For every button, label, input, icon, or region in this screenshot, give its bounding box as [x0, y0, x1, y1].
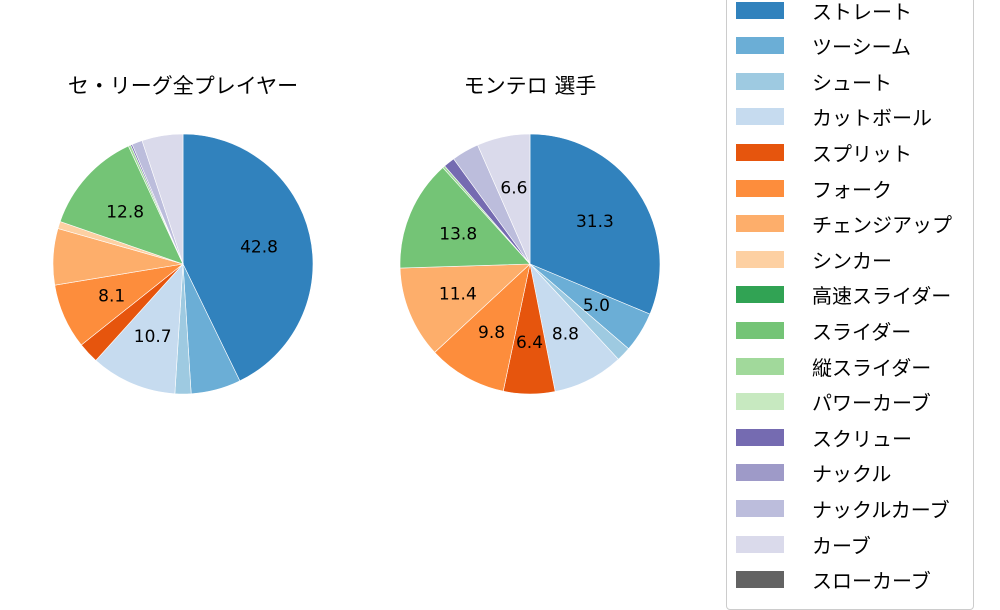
slice-value-label: 6.4: [516, 333, 543, 353]
legend-label: ナックル: [812, 462, 892, 487]
legend-label: ナックルカーブ: [812, 497, 950, 522]
pie-slice: [95, 263, 184, 395]
legend-label: カットボール: [812, 106, 932, 131]
legend-item: スローカーブ: [736, 565, 931, 595]
pie-slice: [434, 263, 531, 392]
slice-value-label: 9.8: [478, 323, 505, 343]
legend-item: スクリュー: [736, 422, 912, 452]
legend-item: フォーク: [736, 173, 892, 203]
pie-slice: [141, 133, 184, 265]
slice-value-label: 10.7: [134, 327, 172, 347]
legend-swatch-icon: [736, 464, 784, 482]
legend-swatch-icon: [736, 250, 784, 268]
slice-value-label: 13.8: [439, 224, 477, 244]
legend-label: スプリット: [812, 141, 912, 166]
slice-value-label: 6.6: [500, 179, 527, 199]
legend-label: フォーク: [812, 177, 892, 202]
slice-value-label: 31.3: [576, 212, 614, 232]
legend-label: スライダー: [812, 319, 912, 344]
legend-swatch-icon: [736, 1, 784, 19]
pie-slice: [182, 133, 314, 382]
legend-label: シンカー: [812, 248, 892, 273]
legend-label: チェンジアップ: [812, 213, 952, 238]
legend-swatch-icon: [736, 571, 784, 589]
legend-swatch-icon: [736, 37, 784, 55]
legend: ストレートツーシームシュートカットボール スプリットフォークチェンジアップ シンカー…: [726, 0, 974, 610]
legend-swatch-icon: [736, 357, 784, 375]
legend-swatch-icon: [736, 72, 784, 90]
legend-swatch-icon: [736, 286, 784, 304]
slice-value-label: 11.4: [439, 285, 477, 305]
legend-label: スクリュー: [812, 426, 912, 451]
legend-item: ナックル: [736, 458, 891, 488]
legend-item: ツーシーム: [736, 31, 911, 61]
legend-swatch-icon: [736, 393, 784, 411]
legend-item: ナックルカーブ: [736, 493, 950, 523]
legend-swatch-icon: [736, 535, 784, 553]
legend-label: カーブ: [812, 533, 871, 558]
legend-swatch-icon: [736, 143, 784, 161]
slice-value-label: 8.1: [98, 287, 125, 307]
legend-label: パワーカーブ: [812, 391, 931, 416]
slice-value-label: 5.0: [583, 296, 610, 316]
legend-item: ストレート: [736, 0, 912, 25]
legend-item: シュート: [736, 66, 892, 96]
legend-label: 高速スライダー: [812, 284, 952, 309]
legend-item: カットボール: [736, 102, 932, 132]
legend-item: シンカー: [736, 244, 892, 274]
legend-item: 高速スライダー: [736, 280, 951, 310]
legend-item: カーブ: [736, 529, 871, 559]
left-pie-chart: 42.8 10.7 8.1 12.8: [52, 133, 314, 395]
pie-slice: [59, 145, 184, 265]
right-pie-chart: 31.3 5.08.8 6.4 9.811.4 13.8 6.6: [399, 133, 661, 395]
legend-swatch-icon: [736, 179, 784, 197]
slice-value-label: 12.8: [106, 203, 144, 223]
left-chart-title: セ・リーグ全プレイヤー: [67, 74, 299, 98]
legend-label: シュート: [812, 70, 892, 95]
pie-slice: [399, 263, 531, 353]
right-chart-title: モンテロ 選手: [463, 74, 597, 98]
legend-swatch-icon: [736, 215, 784, 233]
legend-label: 縦スライダー: [812, 355, 932, 380]
legend-swatch-icon: [736, 108, 784, 126]
slice-value-label: 8.8: [552, 324, 579, 344]
legend-label: スローカーブ: [812, 569, 931, 594]
legend-item: スプリット: [736, 137, 912, 167]
legend-item: 縦スライダー: [736, 351, 931, 381]
legend-label: ツーシーム: [812, 35, 911, 60]
legend-item: パワーカーブ: [736, 387, 931, 417]
legend-item: スライダー: [736, 315, 911, 345]
pie-slice: [477, 133, 531, 265]
legend-item: チェンジアップ: [736, 209, 952, 239]
pie-slice: [529, 133, 661, 315]
legend-swatch-icon: [736, 428, 784, 446]
legend-swatch-icon: [736, 321, 784, 339]
legend-label: ストレート: [812, 0, 912, 24]
slice-value-label: 42.8: [240, 238, 278, 258]
legend-swatch-icon: [736, 499, 784, 517]
pie-slice: [399, 167, 531, 269]
